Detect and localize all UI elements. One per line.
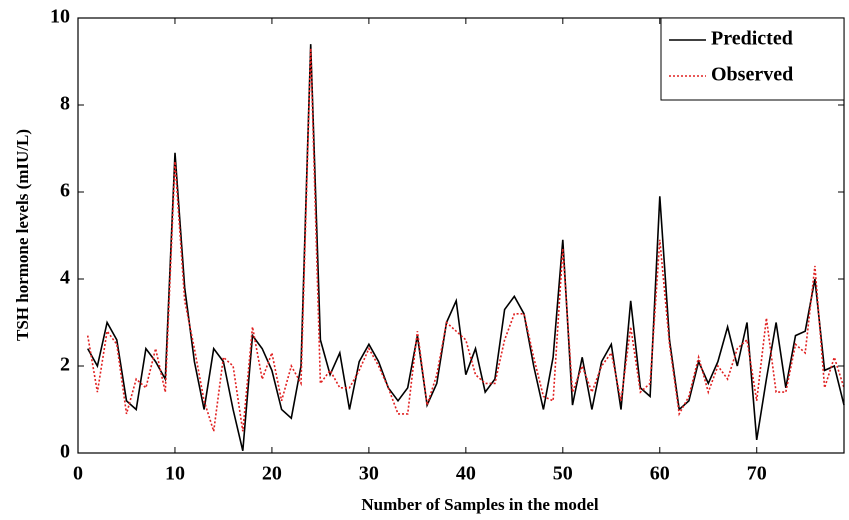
legend-label: Predicted bbox=[711, 28, 793, 50]
y-tick-label: 4 bbox=[60, 267, 70, 289]
x-tick-label: 70 bbox=[747, 463, 767, 485]
y-tick-label: 10 bbox=[50, 6, 70, 28]
x-tick-label: 10 bbox=[165, 463, 185, 485]
y-tick-label: 6 bbox=[60, 180, 70, 202]
x-tick-label: 40 bbox=[456, 463, 476, 485]
x-tick-label: 0 bbox=[73, 463, 83, 485]
x-tick-label: 60 bbox=[650, 463, 670, 485]
series-line bbox=[86, 48, 845, 432]
plot-frame bbox=[77, 17, 845, 454]
x-tick-label: 20 bbox=[262, 463, 282, 485]
x-axis-label: Number of Samples in the model bbox=[361, 495, 598, 514]
y-tick-label: 0 bbox=[60, 441, 70, 463]
y-tick-label: 8 bbox=[60, 93, 70, 115]
y-axis-label: TSH hormone levels (mIU/L) bbox=[13, 129, 32, 341]
legend-label: Observed bbox=[711, 64, 793, 86]
y-tick-label: 2 bbox=[60, 354, 70, 376]
series-line bbox=[87, 44, 845, 451]
x-tick-label: 50 bbox=[553, 463, 573, 485]
legend-box bbox=[660, 17, 845, 101]
x-tick-label: 30 bbox=[359, 463, 379, 485]
